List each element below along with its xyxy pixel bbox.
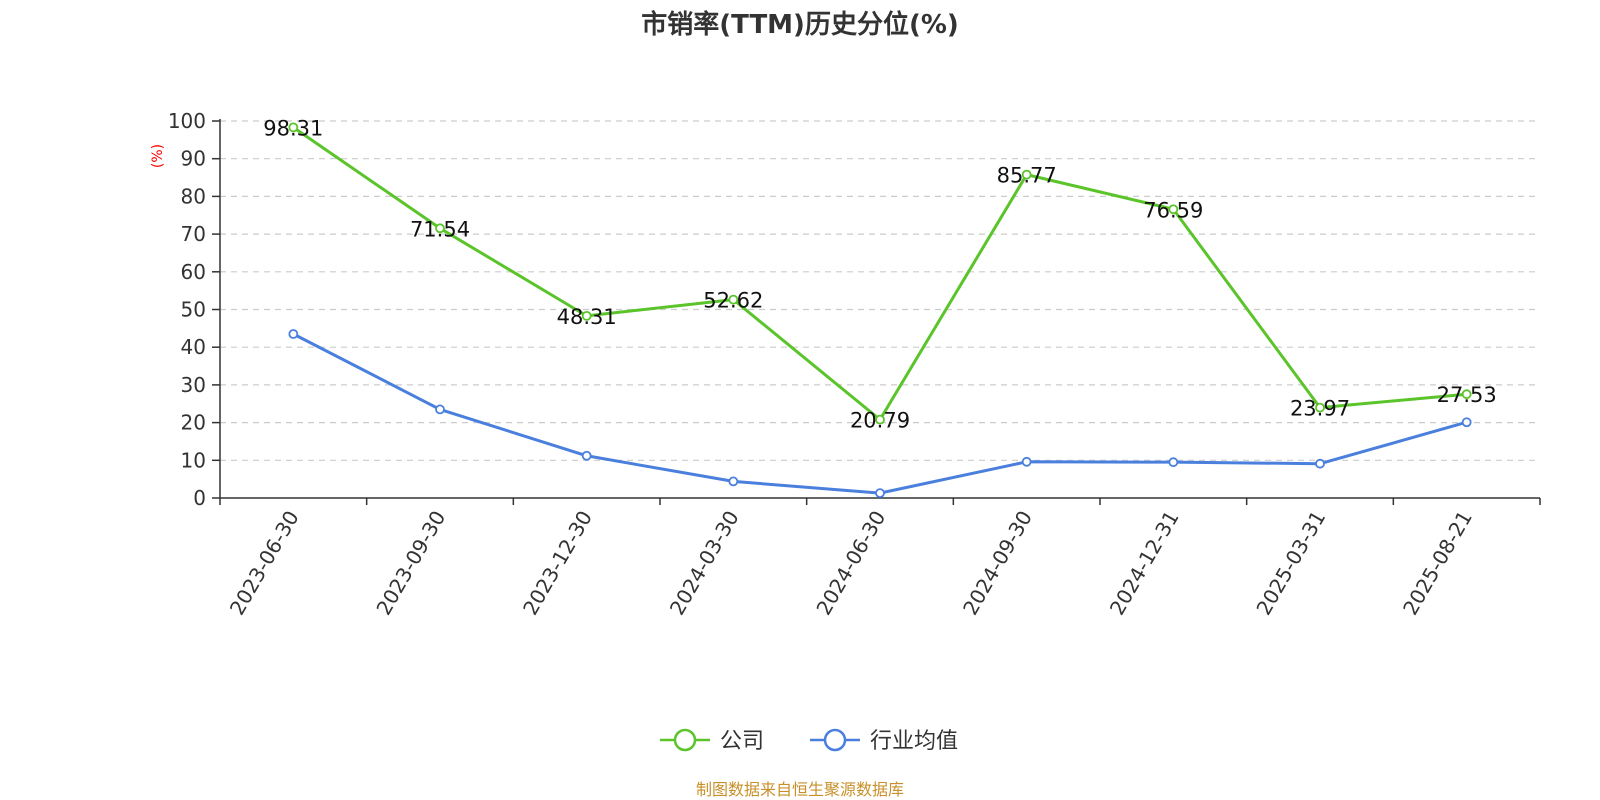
data-point xyxy=(1461,417,1472,428)
data-point xyxy=(1461,389,1472,400)
x-tick-label: 2023-09-30 xyxy=(371,507,450,620)
data-label: 76.59 xyxy=(1143,198,1203,222)
x-tick-label: 2024-09-30 xyxy=(958,507,1037,620)
data-point xyxy=(435,404,445,415)
data-point xyxy=(435,223,445,234)
data-label: 48.31 xyxy=(557,305,617,329)
data-point xyxy=(1315,458,1325,469)
x-tick-label: 2024-03-30 xyxy=(665,507,744,620)
y-axis: 0 10 20 30 40 50 60 70 80 90 100 xyxy=(168,109,221,510)
data-point xyxy=(581,310,592,321)
chart-title: 市销率(TTM)历史分位(%) xyxy=(641,9,959,40)
data-point xyxy=(875,414,885,425)
y-axis-label: (%) xyxy=(150,144,166,168)
y-tick-label: 60 xyxy=(181,260,206,284)
data-label: 27.53 xyxy=(1437,383,1497,407)
data-point xyxy=(1168,457,1179,468)
y-tick-label: 40 xyxy=(181,335,206,359)
legend-label: 公司 xyxy=(720,729,764,754)
y-tick-label: 80 xyxy=(181,184,206,208)
data-point xyxy=(288,329,299,339)
x-tick-label: 2025-08-21 xyxy=(1398,507,1477,620)
grid-lines xyxy=(220,120,1540,461)
y-tick-label: 100 xyxy=(168,109,206,133)
x-tick-label: 2024-12-31 xyxy=(1105,507,1184,620)
legend-label: 行业均值 xyxy=(870,729,958,754)
data-label: 71.54 xyxy=(410,217,470,241)
y-tick-label: 50 xyxy=(181,298,206,322)
data-point xyxy=(1315,402,1325,413)
data-point xyxy=(728,294,739,305)
data-point xyxy=(728,476,739,487)
y-tick-label: 30 xyxy=(181,373,206,397)
y-tick-label: 0 xyxy=(193,486,206,510)
y-tick-label: 10 xyxy=(181,448,206,472)
data-label: 85.77 xyxy=(997,164,1057,188)
data-point xyxy=(1021,456,1032,467)
series-line-0 xyxy=(292,126,1467,422)
data-label: 20.79 xyxy=(850,409,910,433)
source-note: 制图数据来自恒生聚源数据库 xyxy=(696,780,904,799)
data-label: 23.97 xyxy=(1290,397,1350,421)
data-point xyxy=(875,488,885,498)
x-tick-label: 2023-06-30 xyxy=(225,507,304,620)
x-tick-label: 2023-12-30 xyxy=(518,507,597,620)
y-tick-label: 70 xyxy=(181,222,206,246)
legend-item[interactable]: 行业均值 xyxy=(810,728,958,754)
x-tick-label: 2024-06-30 xyxy=(811,507,890,620)
data-label: 98.31 xyxy=(263,116,323,140)
data-labels: 98.31 71.54 48.31 52.62 20.79 85.77 76.59 23.97… xyxy=(263,116,1496,432)
data-point xyxy=(581,450,592,461)
data-point xyxy=(288,122,299,133)
legend-item[interactable]: 公司 xyxy=(660,728,764,754)
x-tick-label: 2025-03-31 xyxy=(1251,507,1330,620)
data-point xyxy=(1168,204,1179,215)
data-point xyxy=(1021,169,1032,180)
x-axis: 2023-06-30 2023-09-30 2023-12-30 2024-03-30… xyxy=(219,497,1541,620)
series-layer xyxy=(288,122,1472,498)
legend-marker-icon xyxy=(823,728,847,752)
y-tick-label: 90 xyxy=(181,147,206,171)
legend-marker-icon xyxy=(673,728,697,752)
y-tick-label: 20 xyxy=(181,411,206,435)
data-label: 52.62 xyxy=(703,289,763,313)
legend: 公司 行业均值 xyxy=(660,728,958,754)
